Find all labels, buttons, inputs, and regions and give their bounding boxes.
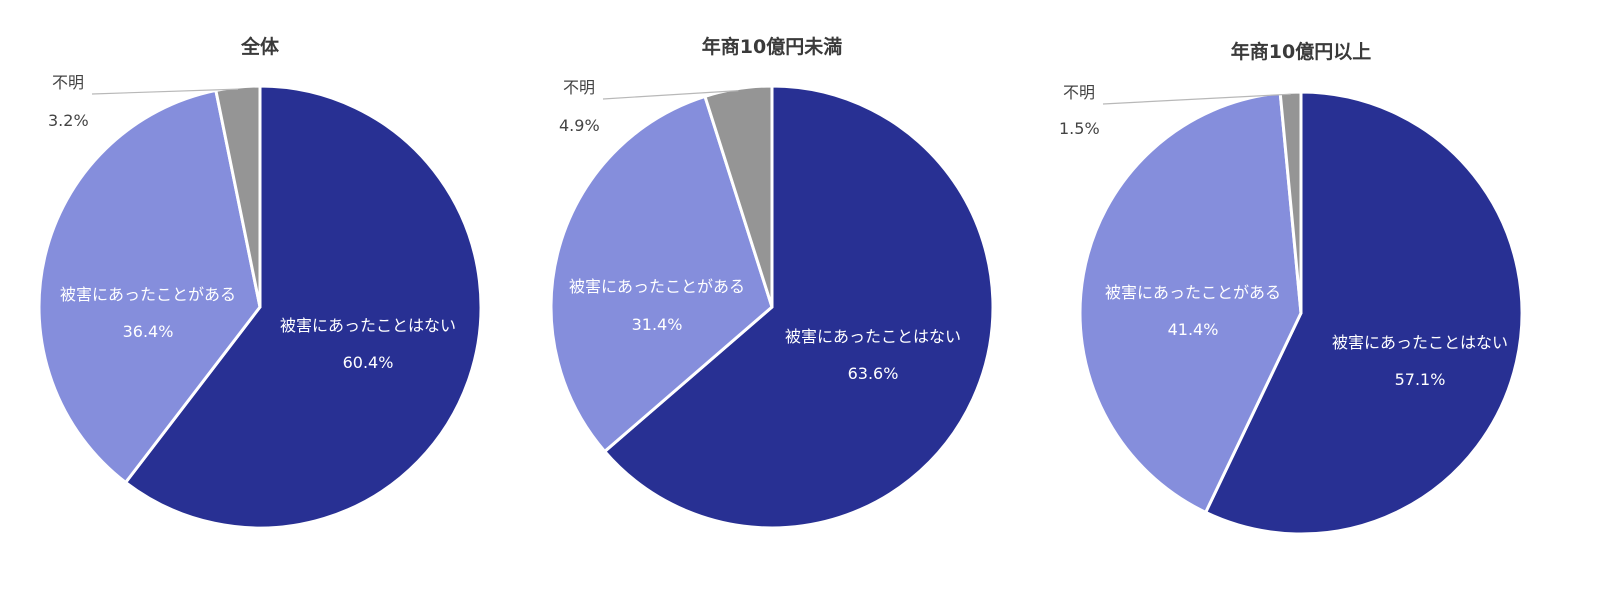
pie-slice-3 bbox=[214, 84, 262, 309]
pie-slice-2 bbox=[1078, 91, 1303, 514]
callout-value-label: 4.9% bbox=[559, 116, 600, 135]
slice-value-label: 31.4% bbox=[632, 315, 683, 334]
slice-label: 被害にあったことはない bbox=[1332, 333, 1508, 352]
callout-value-label: 1.5% bbox=[1059, 119, 1100, 138]
chart-title: 年商10億円以上 bbox=[1231, 40, 1371, 63]
slice-value-label: 57.1% bbox=[1395, 370, 1446, 389]
pie-slice-2 bbox=[549, 94, 774, 453]
slice-label: 被害にあったことはない bbox=[280, 316, 456, 335]
pie-slice-1 bbox=[1204, 90, 1524, 536]
pie-slice-3 bbox=[703, 84, 774, 309]
slice-value-label: 63.6% bbox=[848, 364, 899, 383]
pie-slice-1 bbox=[603, 84, 995, 530]
callout-label: 不明 bbox=[563, 78, 595, 97]
callout-leader-line bbox=[1102, 93, 1291, 105]
slice-value-label: 60.4% bbox=[343, 353, 394, 372]
callout-leader-line bbox=[91, 88, 239, 95]
callout-label: 不明 bbox=[52, 73, 84, 92]
callout-leader-line bbox=[602, 90, 739, 100]
chart-title: 全体 bbox=[240, 35, 280, 58]
slice-label: 被害にあったことはない bbox=[785, 327, 961, 346]
callout-label: 不明 bbox=[1063, 83, 1095, 102]
slice-value-label: 41.4% bbox=[1168, 320, 1219, 339]
pie-slice-2 bbox=[37, 88, 262, 484]
slice-value-label: 36.4% bbox=[123, 322, 174, 341]
chart-title: 年商10億円未満 bbox=[702, 35, 842, 58]
pie-slice-3 bbox=[1278, 90, 1303, 315]
slice-label: 被害にあったことがある bbox=[569, 277, 745, 296]
pie-slice-1 bbox=[124, 84, 483, 530]
callout-value-label: 3.2% bbox=[48, 111, 89, 130]
slice-label: 被害にあったことがある bbox=[60, 285, 236, 304]
slice-label: 被害にあったことがある bbox=[1105, 283, 1281, 302]
